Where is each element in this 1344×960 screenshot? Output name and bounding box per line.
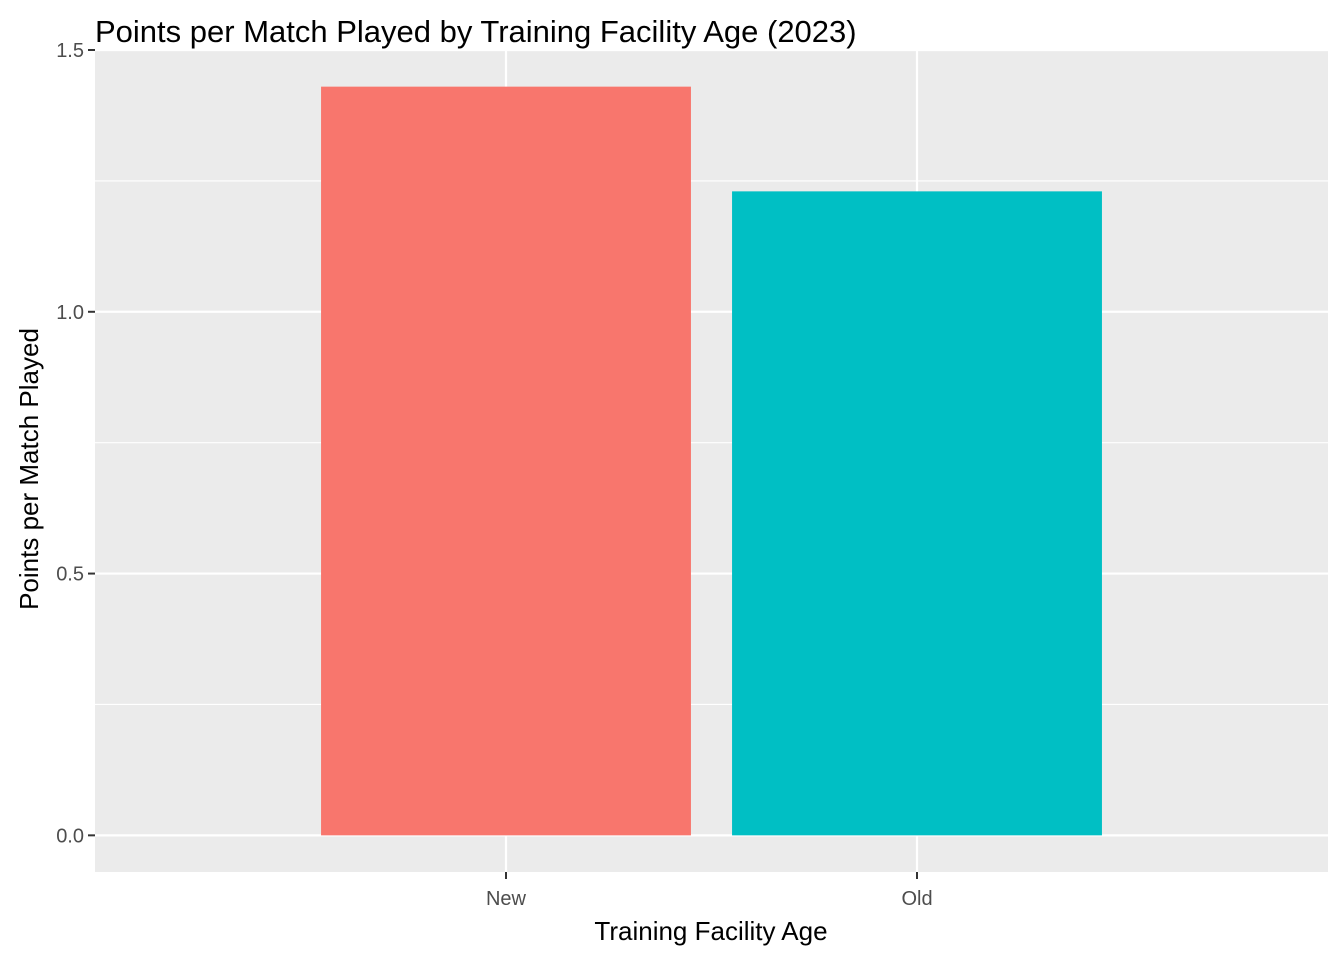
bar-old <box>732 191 1102 836</box>
plot-panel <box>95 50 1328 872</box>
y-tick-label: 0.5 <box>56 564 84 586</box>
bar-new <box>321 86 691 836</box>
y-axis-title: Points per Match Played <box>14 328 44 610</box>
y-tick-label: 0.0 <box>56 825 84 847</box>
x-axis: New Old <box>486 872 933 910</box>
y-tick-label: 1.5 <box>56 40 84 62</box>
grid-minor <box>95 180 1328 706</box>
x-axis-title: Training Facility Age <box>594 916 827 946</box>
x-tick-label: New <box>486 888 527 910</box>
chart-title: Points per Match Played by Training Faci… <box>95 14 857 49</box>
y-axis: 0.0 0.5 1.0 1.5 <box>56 40 95 847</box>
y-tick-label: 1.0 <box>56 302 84 324</box>
x-tick-label: Old <box>901 888 932 910</box>
bars <box>321 86 1102 836</box>
